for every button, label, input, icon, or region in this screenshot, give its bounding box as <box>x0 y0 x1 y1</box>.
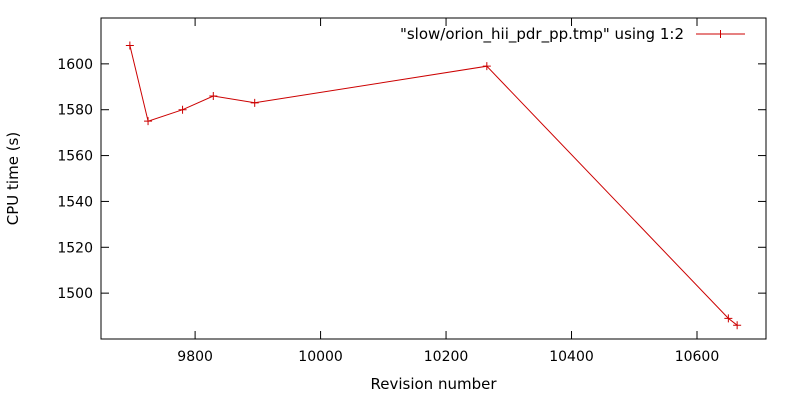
data-point-marker <box>724 314 733 323</box>
y-tick-label: 1560 <box>57 149 93 165</box>
y-tick-label: 1500 <box>57 286 93 302</box>
data-point-marker <box>733 321 742 330</box>
data-point-marker <box>125 41 134 50</box>
legend-marker <box>716 30 725 38</box>
x-tick-label: 10600 <box>675 349 720 365</box>
y-tick-label: 1580 <box>57 103 93 119</box>
x-tick-label: 10000 <box>298 349 343 365</box>
y-tick-label: 1600 <box>57 57 93 73</box>
data-point-marker <box>482 62 491 71</box>
data-point-marker <box>209 91 218 100</box>
legend-label: "slow/orion_hii_pdr_pp.tmp" using 1:2 <box>400 25 684 44</box>
x-tick-label: 10400 <box>549 349 594 365</box>
plot-frame <box>100 17 767 340</box>
x-axis-ticks: 9800 10000 10200 10400 10600 <box>177 18 719 365</box>
y-tick-label: 1520 <box>57 240 93 256</box>
y-tick-label: 1540 <box>57 194 93 210</box>
series-layer <box>125 41 742 330</box>
x-tick-label: 9800 <box>177 349 213 365</box>
y-axis-ticks: 1500 1520 1540 1560 1580 1600 <box>57 57 766 302</box>
series-line <box>129 45 738 326</box>
y-axis-title: CPU time (s) <box>4 132 22 225</box>
x-axis-title: Revision number <box>371 375 498 393</box>
x-tick-label: 10200 <box>424 349 469 365</box>
data-point-marker <box>250 98 259 107</box>
legend: "slow/orion_hii_pdr_pp.tmp" using 1:2 <box>400 25 745 44</box>
data-point-marker <box>178 105 187 114</box>
data-point-marker <box>144 117 153 126</box>
